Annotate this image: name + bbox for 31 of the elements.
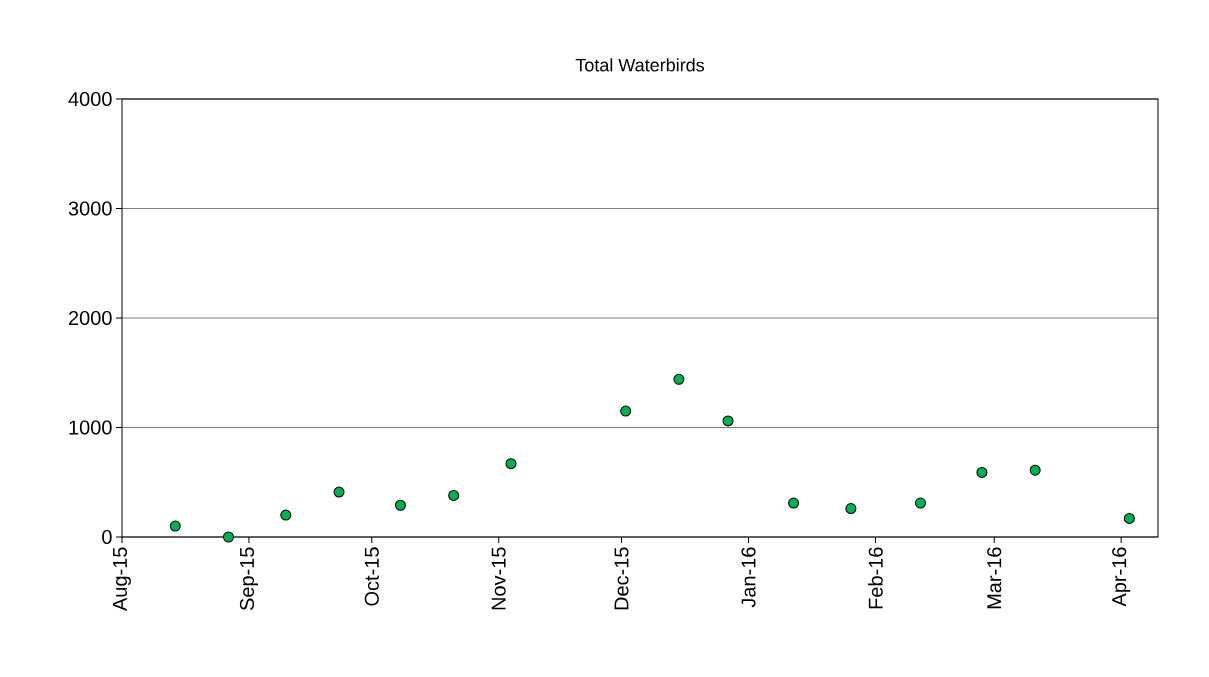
point <box>673 373 685 385</box>
y-tick-label: 1000 <box>69 420 112 435</box>
y-tick-label: 4000 <box>68 91 112 107</box>
point <box>915 497 927 509</box>
x-tick-label: Dec-15 <box>614 547 629 610</box>
x-tick-label: Jan-16 <box>741 547 756 608</box>
x-tick-label: Feb-16 <box>868 547 883 609</box>
x-tick-label: Oct-15 <box>364 547 379 606</box>
point <box>280 509 292 521</box>
point <box>788 497 800 509</box>
x-tick-label: Mar-16 <box>987 547 1002 609</box>
y-tick-label: 3000 <box>68 201 112 216</box>
chart-title: Total Waterbirds <box>575 58 705 72</box>
x-tick-label: Aug-15 <box>113 547 131 611</box>
x-tick-label: Sep-15 <box>239 547 259 611</box>
point <box>333 486 345 498</box>
x-tick-label: Apr-16 <box>1112 547 1131 607</box>
point <box>845 503 857 515</box>
point <box>976 466 988 478</box>
point <box>722 415 734 427</box>
y-tick-label: 2000 <box>68 310 112 326</box>
point <box>1029 464 1041 476</box>
point <box>448 489 460 501</box>
point <box>1123 512 1135 524</box>
y-tick-label: 0 <box>102 529 112 545</box>
point <box>394 499 406 511</box>
point <box>222 531 234 543</box>
x-tick-label: Nov-15 <box>491 547 506 610</box>
point <box>505 458 517 470</box>
point <box>620 405 632 417</box>
point <box>169 520 181 532</box>
